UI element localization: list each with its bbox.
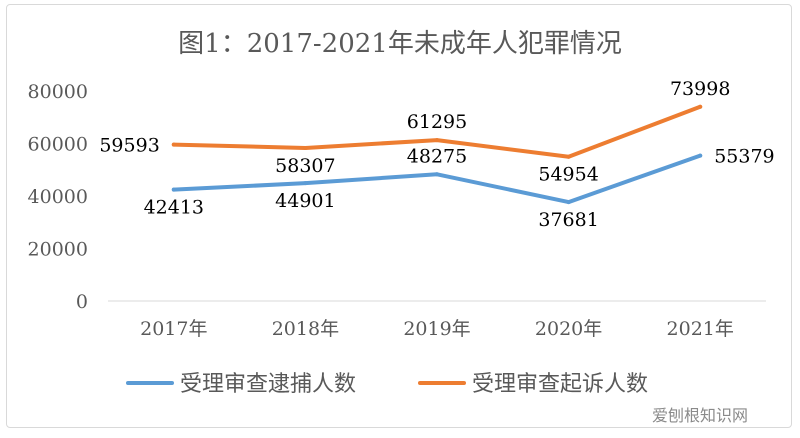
data-point — [435, 138, 439, 143]
series-layer — [171, 104, 703, 205]
y-tick-label: 80000 — [28, 81, 88, 103]
y-tick-label: 40000 — [28, 186, 88, 208]
data-label: 37681 — [538, 209, 598, 231]
x-tick-label: 2020年 — [535, 318, 602, 340]
chart-title: 图1：2017-2021年未成年人犯罪情况 — [178, 29, 622, 59]
data-point — [171, 187, 176, 192]
data-point — [303, 181, 308, 186]
data-label: 61295 — [407, 111, 467, 133]
legend-label-0: 受理审查逮捕人数 — [180, 372, 356, 397]
data-label: 59593 — [99, 135, 159, 157]
data-label-layer: 42413 44901 48275 37681 55379 59593 58307 61295… — [99, 78, 774, 231]
data-point — [566, 154, 571, 159]
data-label: 44901 — [275, 190, 335, 212]
legend: 受理审查逮捕人数 受理审查起诉人数 — [126, 372, 648, 397]
x-tick-label: 2021年 — [667, 318, 734, 340]
y-tick-label: 60000 — [28, 134, 88, 156]
watermark: 爱刨根知识网 — [652, 406, 748, 425]
legend-label-1: 受理审查起诉人数 — [472, 372, 648, 397]
x-tick-label: 2017年 — [140, 318, 207, 340]
y-tick-label: 0 — [76, 291, 88, 313]
x-tick-label: 2019年 — [403, 318, 470, 340]
data-point — [435, 172, 439, 177]
axis-layer: 0 20000 40000 60000 80000 2017年 2018年 2019年 2020… — [28, 81, 766, 340]
y-tick-label: 20000 — [28, 239, 88, 261]
data-label: 58307 — [275, 155, 335, 177]
x-tick-label: 2018年 — [272, 318, 339, 340]
data-label: 42413 — [144, 197, 204, 219]
data-point — [566, 200, 571, 205]
data-point — [171, 142, 176, 147]
data-point — [698, 104, 703, 109]
data-label: 48275 — [407, 145, 467, 167]
data-label: 55379 — [714, 146, 774, 168]
data-point — [303, 145, 308, 150]
data-label: 54954 — [538, 164, 598, 186]
data-point — [698, 153, 703, 158]
data-label: 73998 — [670, 78, 730, 100]
chart-frame — [6, 4, 792, 428]
